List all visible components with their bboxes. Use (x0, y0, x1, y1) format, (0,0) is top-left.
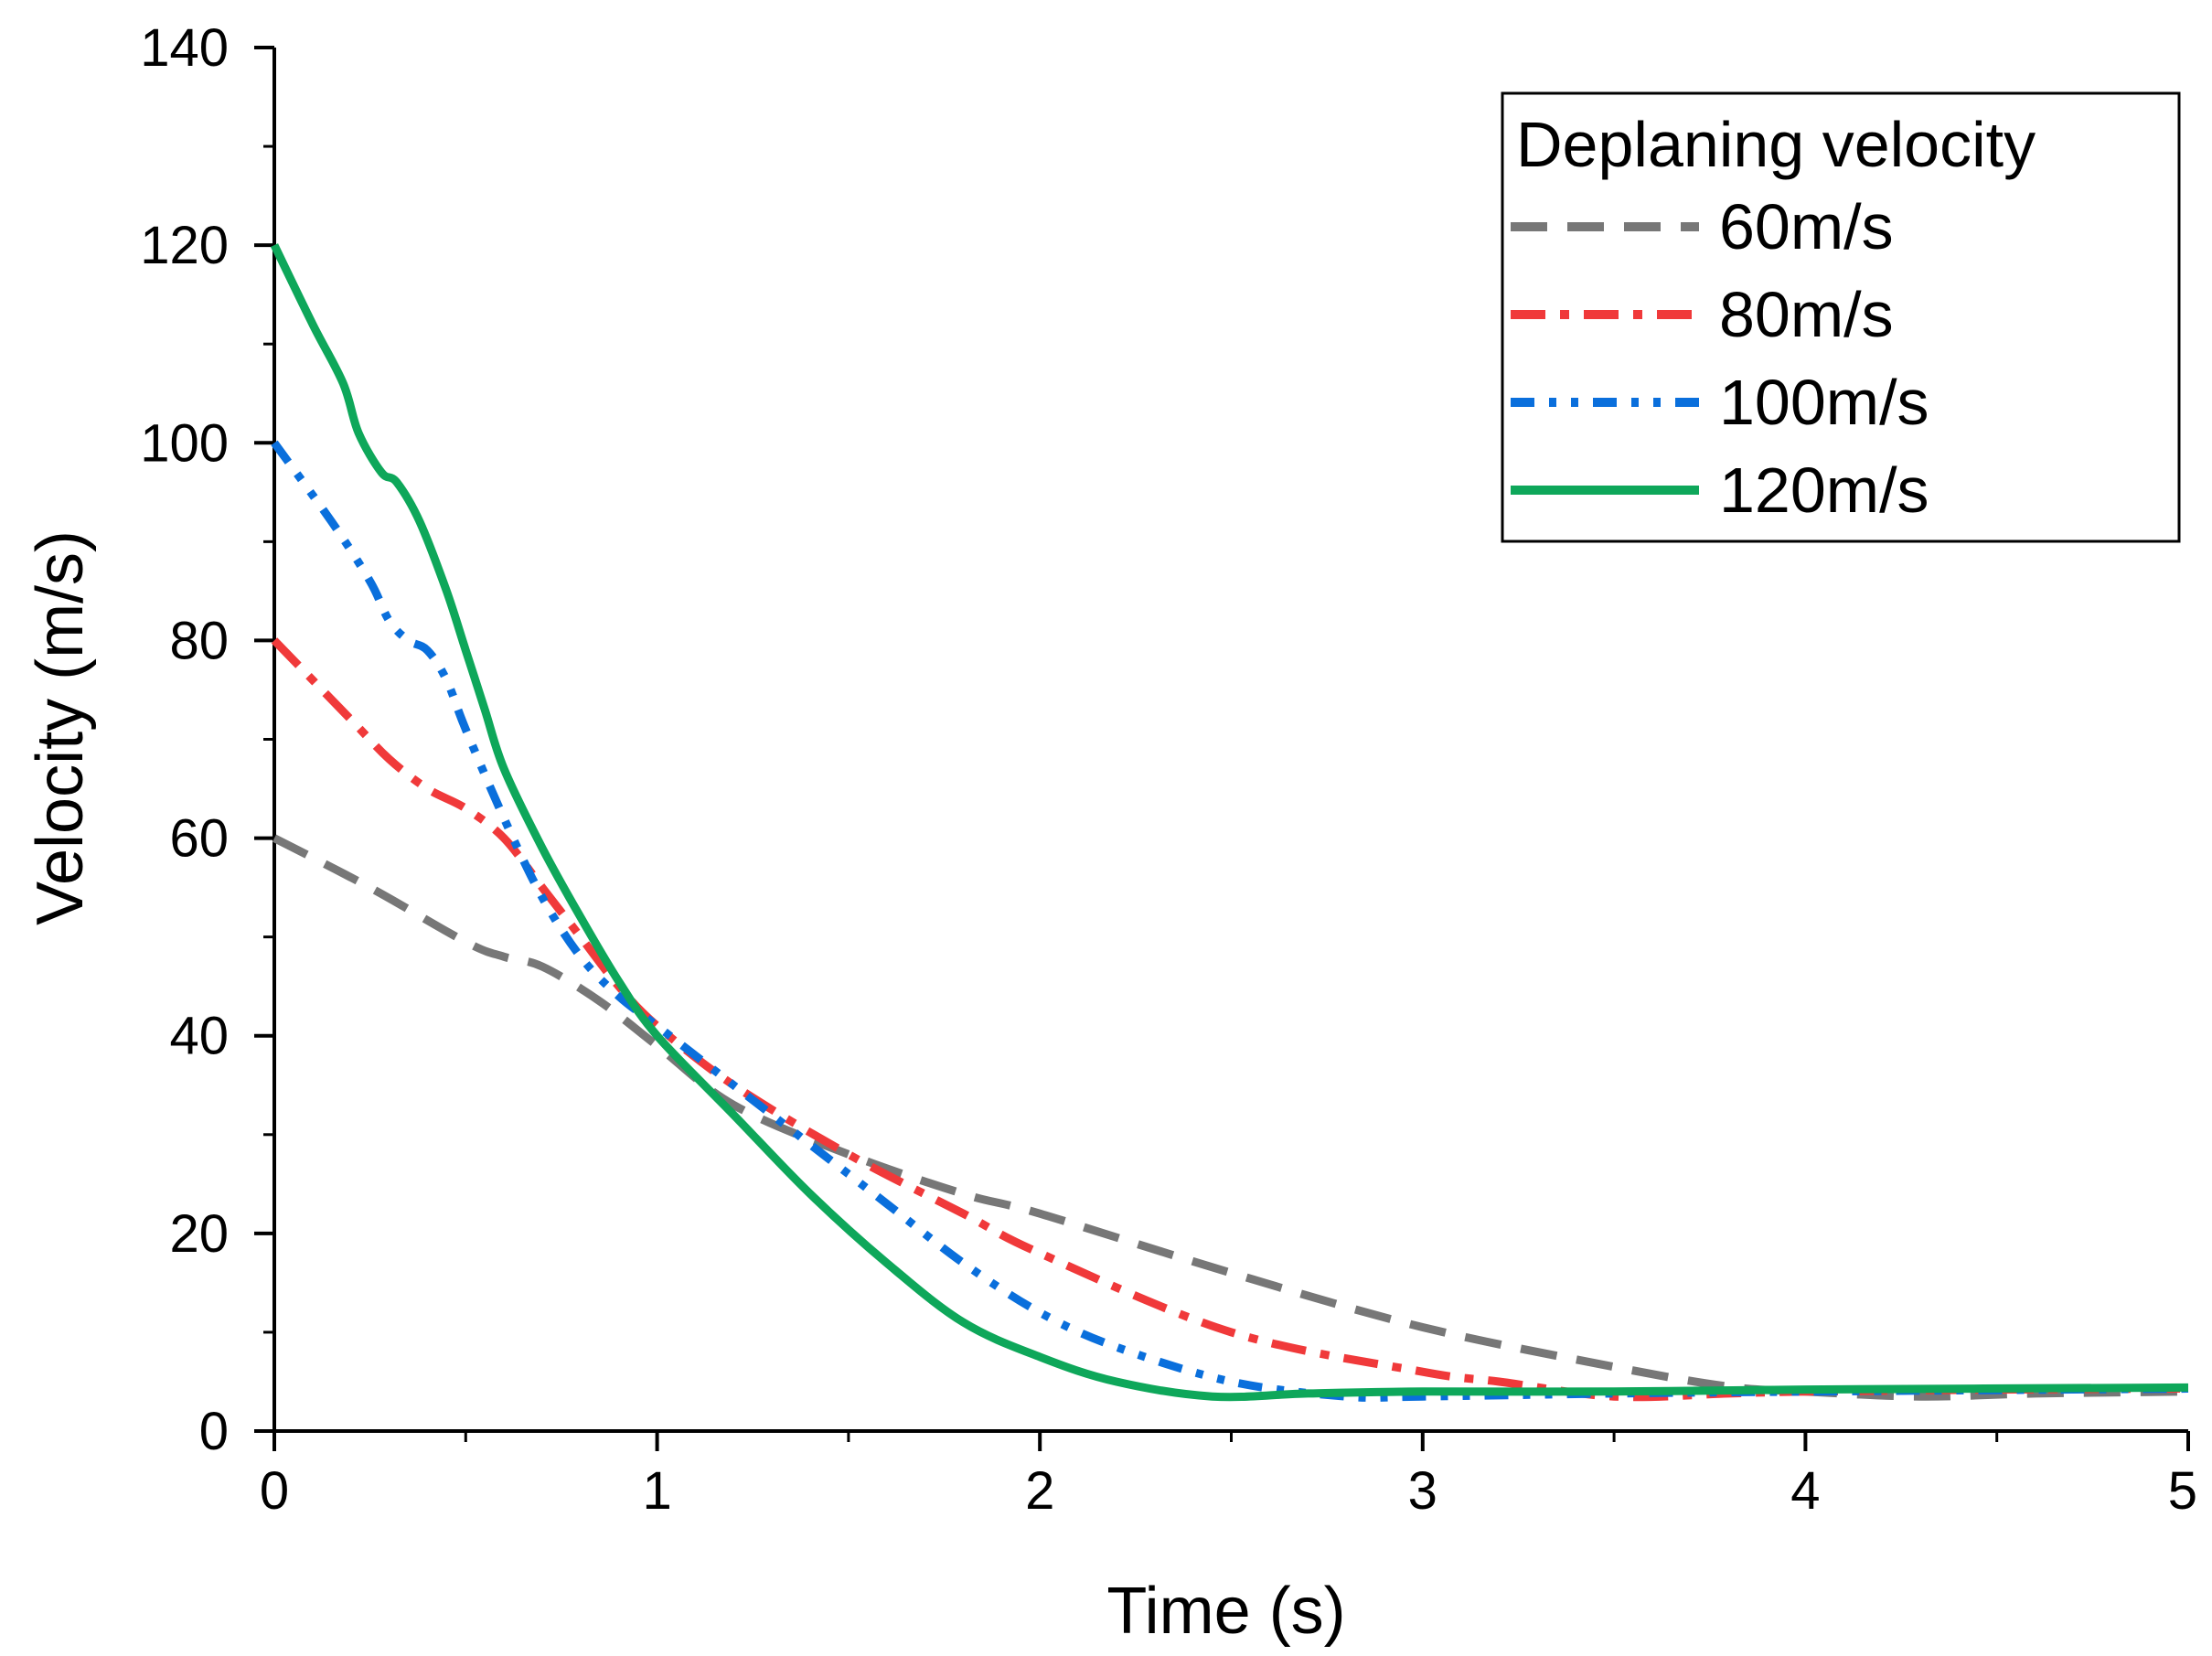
axes: 0 20 40 60 80 100 120 140 0 1 2 3 4 5 (140, 18, 2197, 1521)
x-tick-label: 0 (260, 1461, 289, 1521)
y-tick-label: 80 (169, 611, 229, 670)
legend-label: 120m/s (1719, 454, 1929, 526)
legend-label: 60m/s (1719, 191, 1894, 262)
y-tick-label: 100 (140, 413, 229, 473)
series-line-60ms (272, 834, 2189, 1401)
y-tick-label: 40 (169, 1007, 229, 1066)
legend-label: 80m/s (1719, 279, 1894, 350)
y-tick-label: 60 (169, 809, 229, 869)
x-tick-label: 2 (1025, 1461, 1054, 1521)
legend-title: Deplaning velocity (1516, 109, 2036, 180)
y-tick-label: 0 (199, 1402, 229, 1461)
x-tick-label: 4 (1790, 1461, 1820, 1521)
legend-entries: 60m/s 80m/s 100m/s 120m/s (1511, 191, 1929, 526)
series-lines (270, 243, 2189, 1403)
series-line-120ms (270, 243, 2189, 1402)
legend: Deplaning velocity 60m/s 80m/s 100m/s 120m/… (1501, 91, 2181, 543)
x-tick-label: 3 (1408, 1461, 1437, 1521)
y-tick-label: 20 (169, 1204, 229, 1264)
x-tick-label: 5 (2168, 1461, 2197, 1521)
legend-label: 100m/s (1719, 367, 1929, 438)
x-tick-label: 1 (642, 1461, 671, 1521)
y-axis-title: Velocity (m/s) (24, 530, 97, 925)
y-tick-label: 120 (140, 216, 229, 275)
series-line-100ms (271, 440, 2189, 1403)
series-line-80ms (271, 637, 2189, 1402)
y-tick-label: 140 (140, 18, 229, 78)
x-axis-title: Time (s) (1106, 1575, 1345, 1648)
